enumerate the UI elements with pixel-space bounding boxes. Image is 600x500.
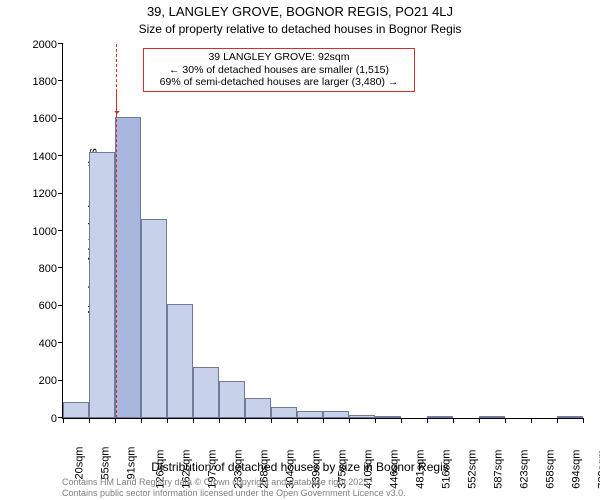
histogram-bar (115, 117, 141, 418)
x-tick-mark (375, 418, 376, 423)
x-tick-mark (115, 418, 116, 423)
histogram-bar (479, 416, 505, 418)
y-tick-label: 1800 (33, 76, 63, 88)
y-tick-mark (58, 193, 63, 194)
chart-title: 39, LANGLEY GROVE, BOGNOR REGIS, PO21 4L… (0, 4, 600, 19)
histogram-bar (297, 411, 323, 418)
x-tick-mark (193, 418, 194, 423)
x-tick-mark (557, 418, 558, 423)
x-tick-mark (297, 418, 298, 423)
attribution-text: Contains HM Land Registry data © Crown c… (62, 477, 406, 498)
x-tick-mark (323, 418, 324, 423)
x-tick-mark (167, 418, 168, 423)
x-tick-mark (141, 418, 142, 423)
x-tick-mark (531, 418, 532, 423)
x-tick-mark (401, 418, 402, 423)
y-tick-mark (58, 380, 63, 381)
y-tick-label: 400 (39, 338, 63, 350)
attribution-line-2: Contains public sector information licen… (62, 488, 406, 498)
x-tick-mark (349, 418, 350, 423)
histogram-bar (427, 416, 453, 418)
x-tick-mark (505, 418, 506, 423)
x-tick-mark (583, 418, 584, 423)
y-tick-mark (58, 118, 63, 119)
y-tick-label: 0 (51, 413, 63, 425)
histogram-bar (89, 152, 115, 418)
x-tick-mark (245, 418, 246, 423)
chart-subtitle: Size of property relative to detached ho… (0, 22, 600, 36)
x-tick-mark (453, 418, 454, 423)
histogram-bar (557, 416, 583, 418)
y-tick-label: 1200 (33, 188, 63, 200)
histogram-bar (63, 402, 89, 418)
x-tick-mark (479, 418, 480, 423)
x-tick-mark (63, 418, 64, 423)
annotation-box: 39 LANGLEY GROVE: 92sqm← 30% of detached… (143, 48, 415, 92)
histogram-bar (193, 367, 219, 418)
y-tick-mark (58, 43, 63, 44)
plot-area: 020040060080010001200140016001800200020s… (62, 44, 583, 419)
annotation-arrow (116, 92, 117, 117)
histogram-bar (219, 381, 245, 418)
histogram-bar (141, 219, 167, 418)
histogram-bar (375, 416, 401, 418)
histogram-bar (167, 304, 193, 418)
y-tick-label: 600 (39, 300, 63, 312)
histogram-bar (245, 398, 271, 418)
x-tick-mark (219, 418, 220, 423)
x-tick-mark (427, 418, 428, 423)
y-tick-mark (58, 342, 63, 343)
histogram-bar (271, 407, 297, 418)
attribution-line-1: Contains HM Land Registry data © Crown c… (62, 477, 406, 487)
annotation-line-2: ← 30% of detached houses are smaller (1,… (148, 64, 410, 77)
histogram-bar (323, 411, 349, 418)
annotation-line-3: 69% of semi-detached houses are larger (… (148, 76, 410, 89)
y-tick-label: 1600 (33, 113, 63, 125)
x-axis-label: Distribution of detached houses by size … (0, 460, 600, 474)
annotation-line-1: 39 LANGLEY GROVE: 92sqm (148, 51, 410, 64)
x-tick-mark (271, 418, 272, 423)
y-tick-label: 800 (39, 263, 63, 275)
histogram-bar (349, 415, 375, 418)
y-tick-mark (58, 155, 63, 156)
y-tick-label: 1000 (33, 226, 63, 238)
chart-container: { "chart": { "type": "histogram", "title… (0, 0, 600, 500)
y-tick-mark (58, 267, 63, 268)
y-tick-label: 200 (39, 375, 63, 387)
y-tick-mark (58, 230, 63, 231)
y-tick-mark (58, 80, 63, 81)
y-tick-mark (58, 305, 63, 306)
x-tick-mark (89, 418, 90, 423)
y-tick-label: 2000 (33, 39, 63, 51)
y-tick-label: 1400 (33, 151, 63, 163)
